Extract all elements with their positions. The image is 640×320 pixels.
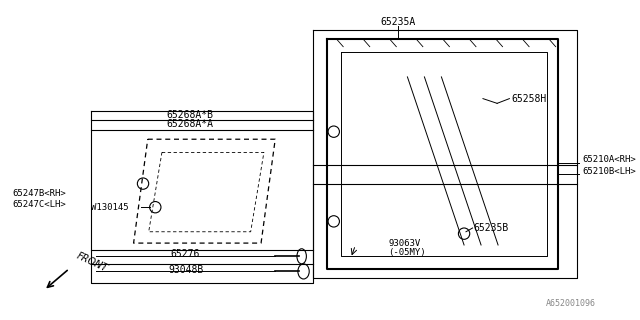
Text: 93048B: 93048B bbox=[168, 265, 203, 275]
Text: 65247B<RH>: 65247B<RH> bbox=[13, 188, 67, 197]
Text: 93063V: 93063V bbox=[388, 239, 420, 248]
Text: 65268A*A: 65268A*A bbox=[167, 119, 214, 129]
Text: 65276: 65276 bbox=[171, 249, 200, 260]
Text: 65247C<LH>: 65247C<LH> bbox=[13, 200, 67, 209]
Text: FRONT: FRONT bbox=[75, 251, 109, 274]
Text: W130145: W130145 bbox=[91, 203, 129, 212]
Text: 65235B: 65235B bbox=[474, 223, 509, 233]
Text: 65210A<RH>: 65210A<RH> bbox=[582, 156, 636, 164]
Text: 65268A*B: 65268A*B bbox=[167, 110, 214, 120]
Text: A652001096: A652001096 bbox=[547, 299, 596, 308]
Text: (-05MY): (-05MY) bbox=[388, 248, 426, 257]
Text: 65210B<LH>: 65210B<LH> bbox=[582, 167, 636, 176]
Text: 65235A: 65235A bbox=[380, 17, 415, 27]
Text: 65258H: 65258H bbox=[511, 94, 547, 104]
